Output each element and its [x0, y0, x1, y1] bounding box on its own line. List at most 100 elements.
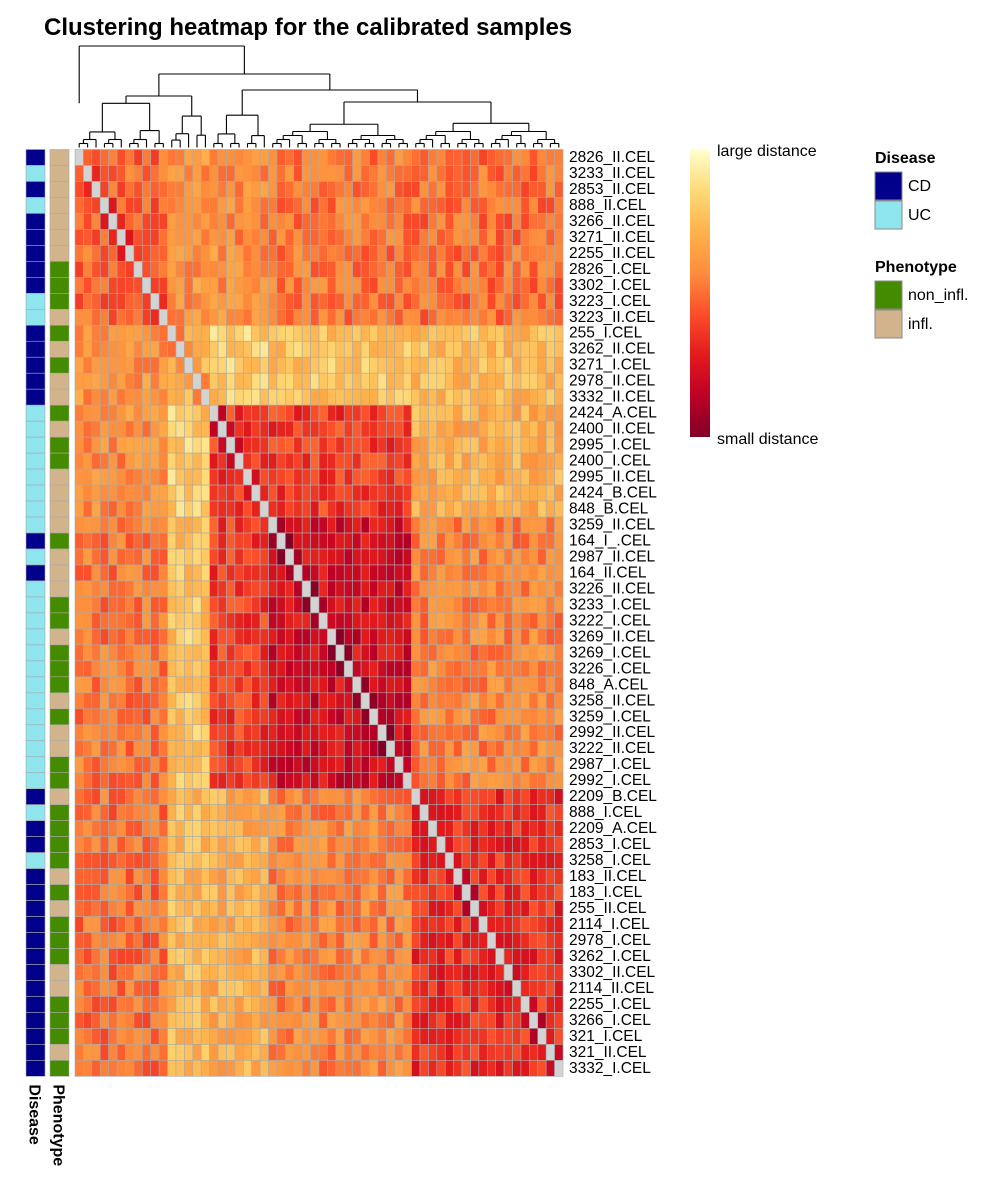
- heatmap-cell: [537, 740, 547, 758]
- heatmap-cell: [554, 372, 564, 390]
- heatmap-cell: [217, 980, 227, 997]
- heatmap-cell: [461, 340, 471, 358]
- heatmap-cell: [360, 468, 370, 486]
- heatmap-cell: [335, 372, 345, 390]
- heatmap-cell: [175, 165, 185, 182]
- heatmap-cell: [91, 277, 101, 294]
- heatmap-cell: [310, 197, 320, 214]
- phenotype-annotation-cell: [49, 676, 70, 694]
- heatmap-cell: [209, 628, 219, 646]
- heatmap-cell: [478, 788, 488, 805]
- heatmap-cell: [150, 165, 160, 182]
- heatmap-cell: [478, 900, 488, 917]
- heatmap-cell: [108, 277, 118, 294]
- heatmap-cell: [512, 948, 522, 965]
- heatmap-cell: [226, 932, 236, 949]
- heatmap-cell: [394, 740, 404, 758]
- heatmap-cell: [377, 612, 387, 630]
- heatmap-cell: [142, 804, 152, 821]
- heatmap-cell: [242, 308, 252, 326]
- phenotype-annotation-cell: [49, 740, 70, 758]
- heatmap-cell: [133, 820, 143, 837]
- heatmap-cell: [268, 149, 278, 166]
- heatmap-cell: [234, 708, 244, 726]
- heatmap-cell: [512, 628, 522, 646]
- heatmap-cell: [377, 277, 387, 294]
- heatmap-cell: [554, 452, 564, 470]
- heatmap-cell: [293, 772, 303, 789]
- heatmap-cell: [520, 676, 530, 694]
- heatmap-cell: [99, 836, 109, 853]
- color-scale-low-label: small distance: [717, 431, 818, 448]
- heatmap-cell: [428, 836, 438, 853]
- heatmap-cell: [444, 628, 454, 646]
- heatmap-cell: [192, 293, 202, 310]
- heatmap-cell: [251, 420, 261, 438]
- heatmap-cell: [486, 436, 497, 454]
- heatmap-cell: [318, 213, 328, 230]
- heatmap-cell: [444, 884, 454, 901]
- heatmap-cell: [175, 916, 185, 933]
- heatmap-cell: [184, 245, 194, 262]
- heatmap-cell: [343, 261, 353, 278]
- heatmap-cell: [158, 516, 168, 534]
- heatmap-cell: [461, 213, 471, 230]
- heatmap-cell: [428, 197, 438, 214]
- heatmap-cell: [285, 804, 295, 821]
- heatmap-cell: [529, 436, 539, 454]
- heatmap-cell: [554, 261, 564, 278]
- heatmap-cell: [310, 420, 320, 438]
- heatmap-cell: [369, 852, 379, 869]
- heatmap-cell: [352, 1044, 362, 1061]
- heatmap-cell: [428, 772, 438, 789]
- heatmap-cell: [142, 308, 152, 326]
- heatmap-cell: [352, 596, 362, 614]
- heatmap-cell: [175, 388, 185, 406]
- phenotype-annotation-cell: [49, 884, 70, 901]
- phenotype-annotation-cell: [49, 229, 70, 246]
- heatmap-cell: [74, 500, 84, 518]
- disease-annotation-cell: [25, 436, 46, 454]
- heatmap-cell: [360, 660, 370, 678]
- heatmap-cell: [470, 1044, 480, 1061]
- heatmap-cell: [394, 181, 404, 198]
- heatmap-cell: [158, 628, 168, 646]
- heatmap-cell: [293, 372, 303, 390]
- heatmap-cell: [150, 868, 160, 885]
- heatmap-cell: [343, 500, 353, 518]
- phenotype-annotation-cell: [49, 245, 70, 262]
- heatmap-cell: [133, 324, 143, 342]
- heatmap-cell: [142, 580, 152, 598]
- heatmap-cell: [545, 756, 555, 774]
- heatmap-cell: [369, 245, 379, 262]
- heatmap-cell: [436, 293, 446, 310]
- heatmap-cell: [503, 308, 513, 326]
- heatmap-cell: [99, 852, 109, 869]
- heatmap-cell: [327, 900, 337, 917]
- heatmap-cell: [167, 676, 177, 694]
- heatmap-cell: [234, 165, 244, 182]
- heatmap-cell: [453, 724, 463, 742]
- heatmap-cell: [343, 452, 353, 470]
- heatmap-cell: [158, 165, 168, 182]
- heatmap-cell: [268, 516, 278, 534]
- heatmap-cell: [83, 516, 93, 534]
- heatmap-cell: [545, 980, 555, 997]
- heatmap-cell: [436, 516, 446, 534]
- heatmap-cell: [192, 181, 202, 198]
- heatmap-cell: [495, 181, 505, 198]
- heatmap-cell: [503, 1060, 513, 1077]
- heatmap-cell: [142, 644, 152, 662]
- heatmap-cell: [520, 1044, 530, 1061]
- heatmap-cell: [125, 660, 135, 678]
- heatmap-cell: [419, 868, 429, 885]
- row-label: 2853_II.CEL: [569, 181, 656, 198]
- heatmap-cell: [108, 916, 118, 933]
- heatmap-cell: [268, 293, 278, 310]
- heatmap-cell: [133, 612, 143, 630]
- heatmap-cell: [99, 277, 109, 294]
- heatmap-cell: [428, 1028, 438, 1045]
- heatmap-cell: [142, 660, 152, 678]
- heatmap-cell: [142, 692, 152, 710]
- heatmap-cell: [402, 165, 412, 182]
